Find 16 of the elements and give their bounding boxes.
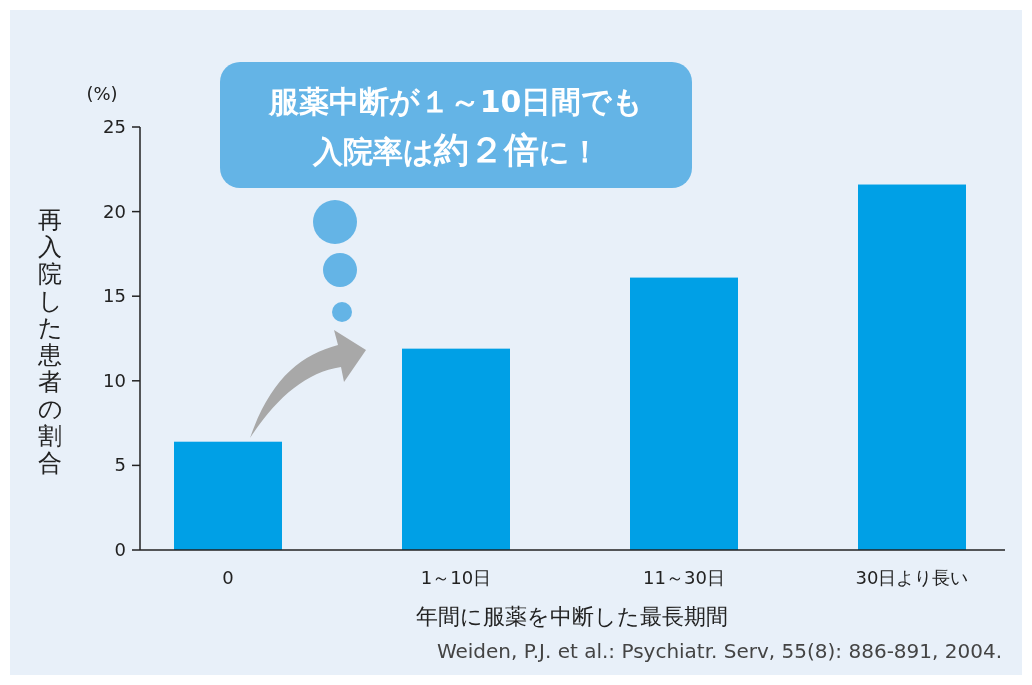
x-tick-label: 11～30日 xyxy=(643,567,725,588)
y-tick-label: 5 xyxy=(114,454,126,476)
text: (%) xyxy=(86,83,118,104)
y-tick-label: 20 xyxy=(103,200,126,222)
x-tick-label: 1～10日 xyxy=(420,567,492,588)
annotation: 入院率は約２倍に！ xyxy=(311,130,600,170)
y-tick-label: 25 xyxy=(103,116,126,137)
x-axis-title: 年間に服薬を中断した最長期間 xyxy=(416,604,728,629)
y-tick-label: 10 xyxy=(103,369,126,391)
x-tick-label: 0 xyxy=(222,567,234,588)
x-tick-label: 30日より長い xyxy=(855,567,969,588)
y-tick-label: 15 xyxy=(103,285,126,307)
text: Weiden, P.J. et al.: Psychiatr. Serv, 55(8): 886-891, 2004. xyxy=(436,639,1002,663)
y-tick-label: 0 xyxy=(114,539,126,560)
y-axis-title: 再入院した患者の割合 xyxy=(37,206,63,477)
text: 服薬中断が１～10日間でも xyxy=(267,84,644,119)
